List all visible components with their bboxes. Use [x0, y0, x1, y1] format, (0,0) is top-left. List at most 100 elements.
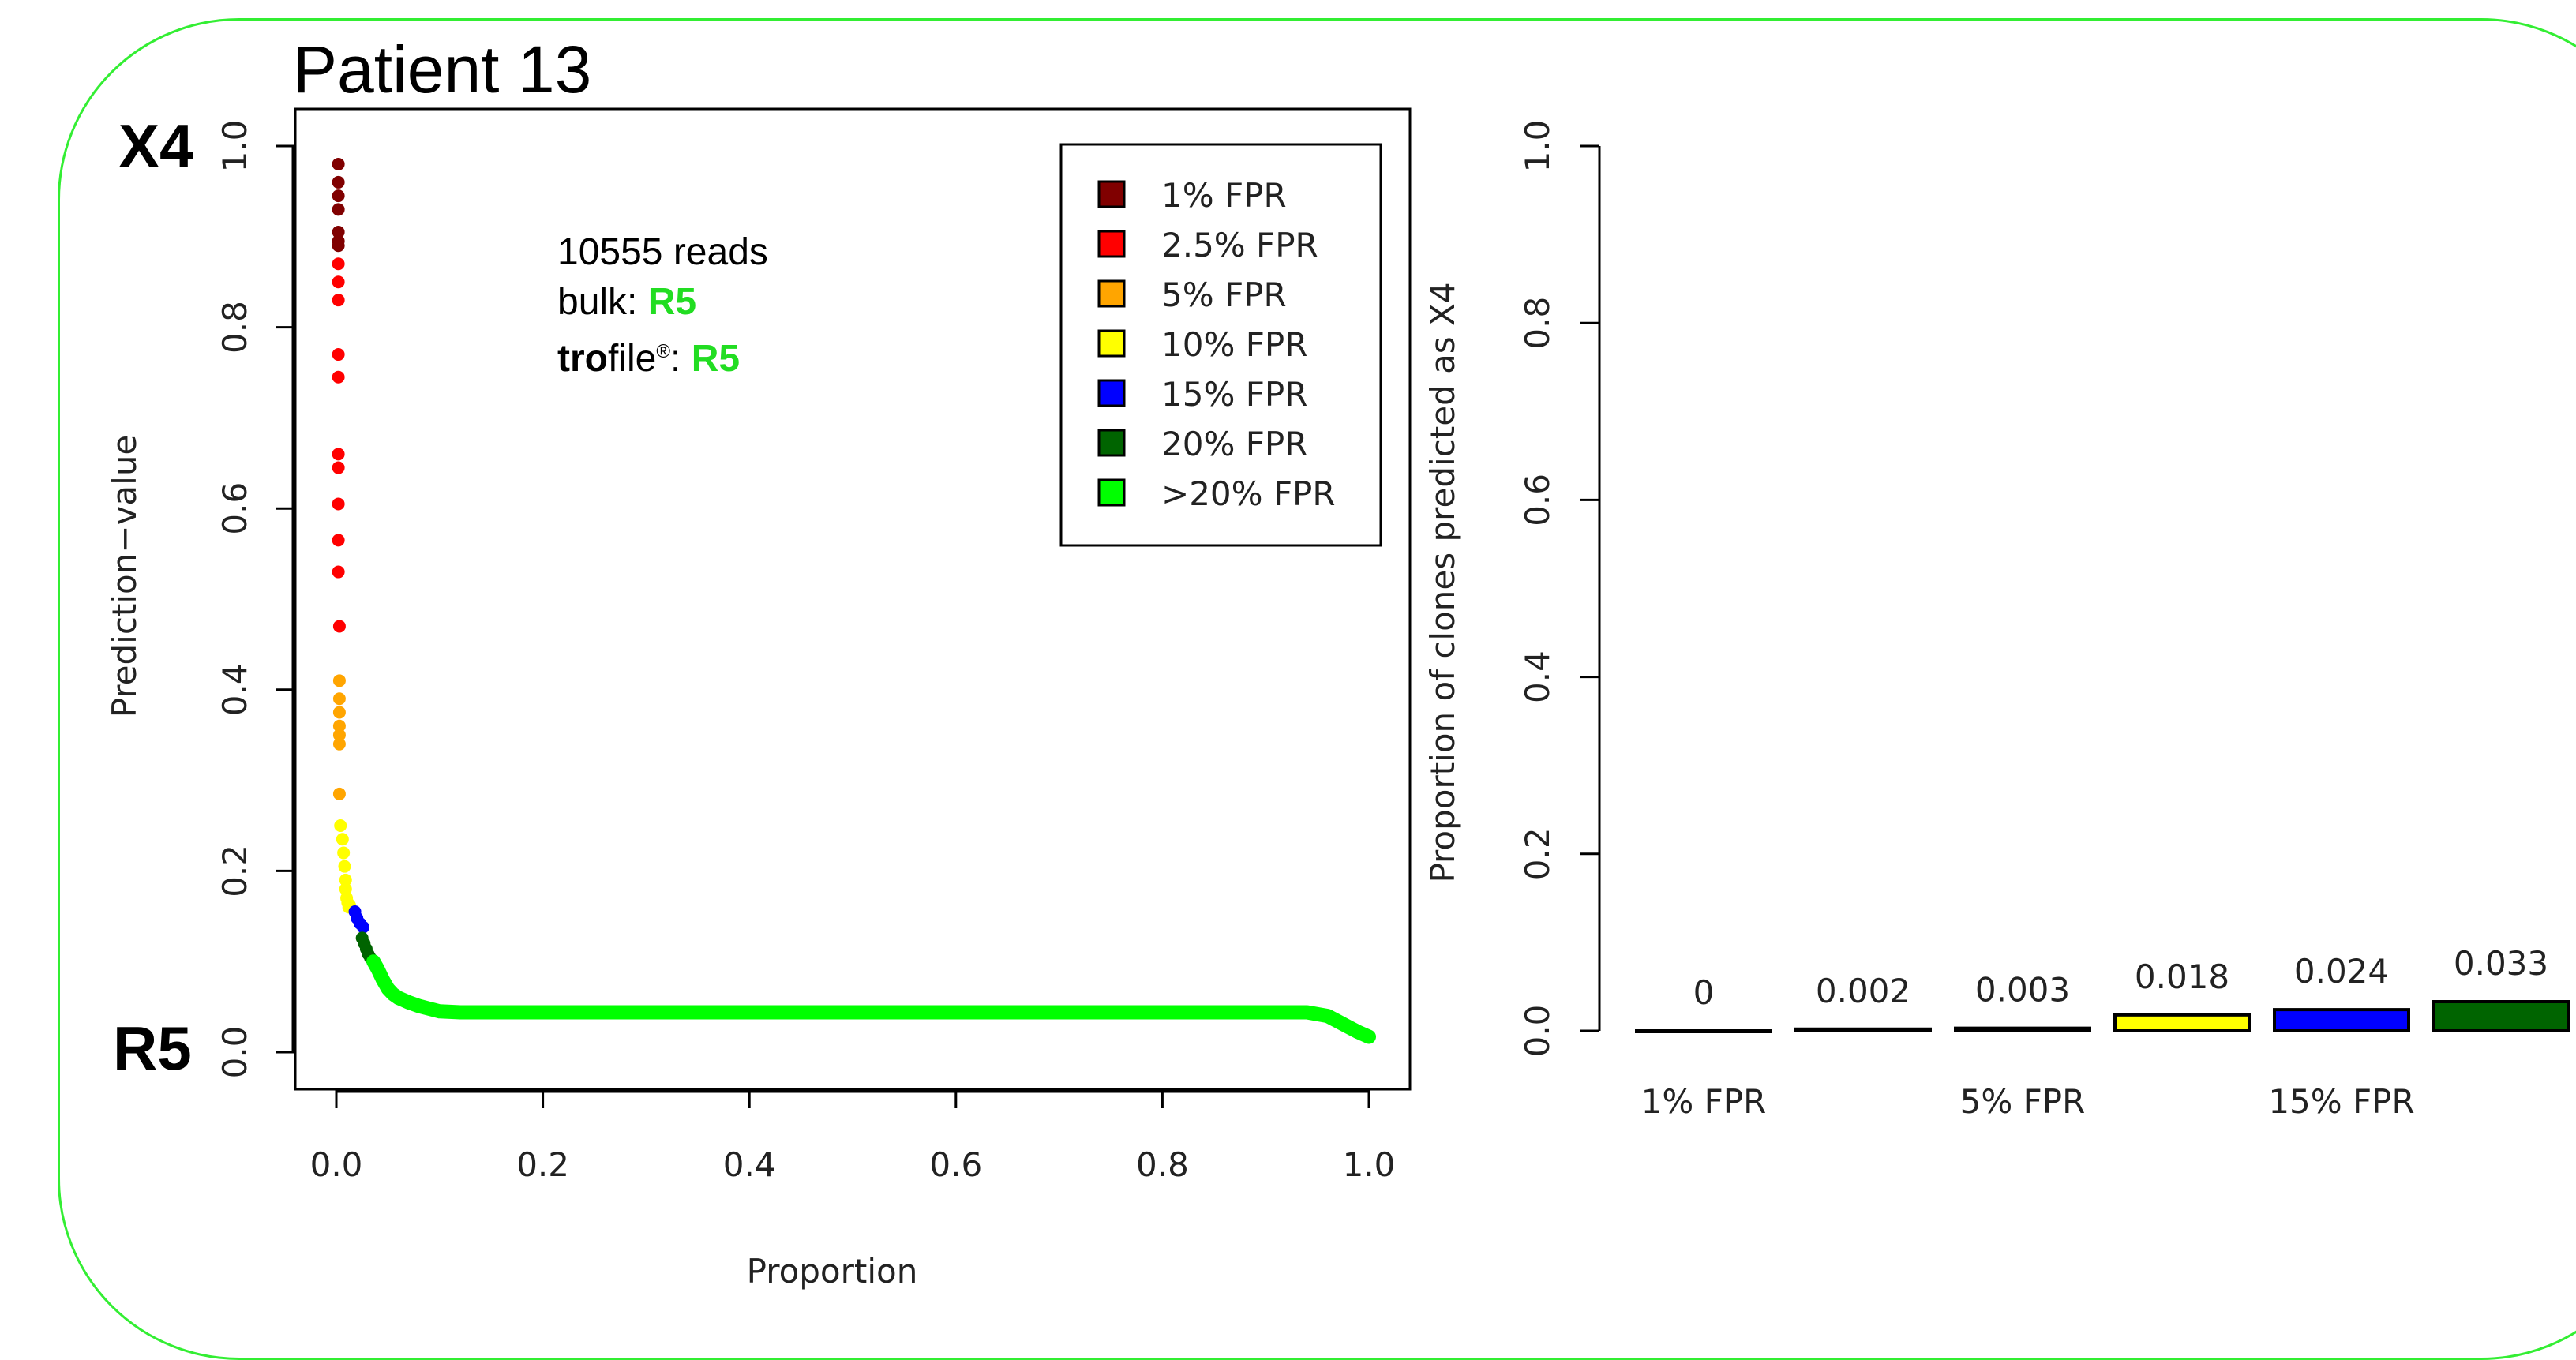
bar-category-label-4: 15% FPR [2268, 1082, 2414, 1121]
series-line--20-fpr [366, 954, 1376, 1044]
bar-category-label-0: 1% FPR [1641, 1082, 1767, 1121]
point--20-fpr-8 [422, 1002, 436, 1015]
legend-swatch-5 [1097, 429, 1126, 457]
bulk-line: bulk: R5 [557, 277, 768, 327]
bar-y-tick-label-0: 0.0 [1518, 1005, 1557, 1058]
point-1-fpr-6 [332, 239, 345, 253]
x-tick-label-5: 1.0 [1343, 1145, 1396, 1184]
point-2-5-fpr-2 [332, 294, 345, 307]
bar-2 [1954, 1026, 2091, 1032]
legend-label-0: 1% FPR [1161, 176, 1287, 215]
point--20-fpr-6 [402, 995, 415, 1009]
y-tick-label-0: 0.0 [216, 1026, 254, 1079]
y-tick-label-5: 1.0 [216, 120, 254, 173]
point-2-5-fpr-5 [332, 448, 345, 461]
point-5-fpr-3 [332, 719, 346, 732]
legend-label-3: 10% FPR [1161, 325, 1307, 364]
legend-label-4: 15% FPR [1161, 375, 1307, 414]
point--20-fpr-17 [1156, 1006, 1169, 1019]
point-2-5-fpr-9 [332, 565, 345, 579]
bulk-value: R5 [647, 281, 697, 323]
x-tick-label-2: 0.4 [723, 1145, 776, 1184]
point--20-fpr-7 [412, 999, 426, 1013]
point--20-fpr-20 [1321, 1010, 1334, 1023]
trofile-bold: tro [557, 338, 608, 380]
legend-swatch-1 [1097, 230, 1126, 258]
bar-value-label-0: 0 [1693, 973, 1715, 1012]
point--20-fpr-15 [949, 1006, 962, 1019]
legend-swatch-0 [1097, 180, 1126, 208]
point--20-fpr-5 [392, 991, 405, 1005]
bulk-label: bulk: [557, 281, 648, 323]
legend-label-5: 20% FPR [1161, 425, 1307, 463]
point-2-5-fpr-8 [332, 534, 345, 547]
x-tick-label-3: 0.6 [929, 1145, 982, 1184]
bar-y-tick-label-1: 0.2 [1518, 827, 1557, 880]
point--20-fpr-21 [1331, 1014, 1344, 1028]
chart-svg: 0.0 0.2 0.4 0.6 0.8 1.0 Proportion 0.0 0.2 0.4 0.6… [105, 107, 2570, 1291]
bar-4 [2273, 1008, 2410, 1032]
x-tick-label-1: 0.2 [516, 1145, 569, 1184]
point-2-5-fpr-1 [332, 275, 345, 289]
r5-label: R5 [113, 1013, 192, 1083]
point--20-fpr-1 [371, 962, 384, 976]
point-5-fpr-4 [332, 729, 346, 742]
bar-y-tick-label-3: 0.6 [1518, 474, 1557, 526]
point--20-fpr-10 [453, 1006, 467, 1019]
point-1-fpr-1 [332, 175, 345, 189]
scatter-plot-box [294, 107, 1412, 1091]
bar-value-label-3: 0.018 [2135, 957, 2229, 996]
bar-y-tick-label-4: 0.8 [1518, 297, 1557, 350]
page-title: Patient 13 [293, 32, 592, 107]
legend-label-2: 5% FPR [1161, 275, 1287, 314]
point--20-fpr-16 [1052, 1006, 1066, 1019]
x-tick-label-0: 0.0 [310, 1145, 363, 1184]
bar-value-label-5: 0.033 [2454, 944, 2548, 983]
point--20-fpr-13 [743, 1006, 756, 1019]
bar-0 [1635, 1029, 1772, 1033]
legend-swatch-3 [1097, 329, 1126, 358]
point-1-fpr-4 [332, 226, 345, 239]
point-10-fpr-1 [336, 833, 349, 846]
bar-3 [2113, 1013, 2251, 1033]
point--20-fpr-11 [536, 1006, 549, 1019]
point-2-5-fpr-0 [332, 257, 345, 271]
point--20-fpr-22 [1341, 1020, 1355, 1033]
x-axis-title: Proportion [747, 1252, 918, 1291]
point--20-fpr-24 [1363, 1030, 1375, 1043]
point-2-5-fpr-7 [332, 497, 345, 511]
point-5-fpr-6 [332, 787, 346, 800]
point-5-fpr-0 [332, 674, 346, 687]
point--20-fpr-9 [433, 1005, 446, 1018]
legend-label-1: 2.5% FPR [1161, 226, 1318, 264]
bar-value-label-2: 0.003 [1975, 971, 2070, 1010]
bar-y-axis-title: Proportion of clones predicted as X4 [1423, 282, 1462, 882]
point-10-fpr-4 [339, 873, 352, 886]
bar-y-tick-label-2: 0.4 [1518, 650, 1557, 703]
y-tick-label-1: 0.2 [216, 845, 254, 897]
point--20-fpr-23 [1352, 1025, 1365, 1039]
point-5-fpr-2 [332, 706, 346, 719]
point-5-fpr-1 [332, 692, 346, 706]
point-1-fpr-3 [332, 203, 345, 216]
legend-swatch-4 [1097, 379, 1126, 407]
bar-value-label-4: 0.024 [2294, 952, 2389, 991]
trofile-colon: : [670, 338, 692, 380]
trofile-line: trofile®: R5 [557, 327, 768, 384]
legend-swatch-6 [1097, 478, 1126, 507]
x-tick-label-4: 0.8 [1136, 1145, 1189, 1184]
point-1-fpr-0 [332, 157, 345, 170]
point-10-fpr-2 [337, 846, 351, 860]
point-10-fpr-0 [334, 819, 347, 832]
point-2-5-fpr-4 [332, 370, 345, 384]
trofile-value: R5 [691, 338, 741, 380]
point--20-fpr-14 [846, 1006, 859, 1019]
bar-5 [2432, 1000, 2570, 1032]
point-10-fpr-3 [338, 860, 351, 873]
point--20-fpr-19 [1300, 1006, 1314, 1019]
bar-value-label-1: 0.002 [1816, 972, 1910, 1010]
registered-mark: ® [656, 341, 671, 362]
legend-label-6: >20% FPR [1161, 474, 1336, 513]
point-5-fpr-5 [332, 737, 346, 751]
x4-label: X4 [118, 111, 194, 181]
